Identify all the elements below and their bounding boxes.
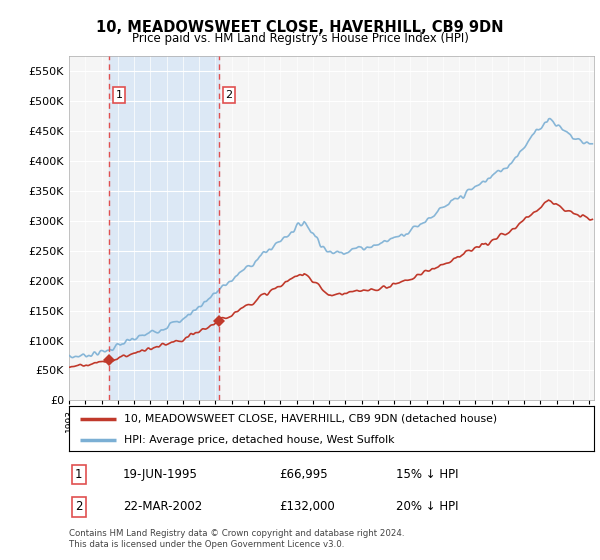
Text: 1: 1 xyxy=(116,90,122,100)
Text: 19-JUN-1995: 19-JUN-1995 xyxy=(123,468,198,481)
Text: 2: 2 xyxy=(226,90,232,100)
Bar xyxy=(109,56,219,400)
Text: Contains HM Land Registry data © Crown copyright and database right 2024.
This d: Contains HM Land Registry data © Crown c… xyxy=(69,529,404,549)
Text: 1: 1 xyxy=(75,468,83,481)
Text: 22-MAR-2002: 22-MAR-2002 xyxy=(123,500,202,514)
Text: Price paid vs. HM Land Registry's House Price Index (HPI): Price paid vs. HM Land Registry's House … xyxy=(131,32,469,45)
Text: £132,000: £132,000 xyxy=(279,500,335,514)
Text: 10, MEADOWSWEET CLOSE, HAVERHILL, CB9 9DN: 10, MEADOWSWEET CLOSE, HAVERHILL, CB9 9D… xyxy=(96,20,504,35)
Text: 20% ↓ HPI: 20% ↓ HPI xyxy=(396,500,458,514)
Text: 2: 2 xyxy=(75,500,83,514)
Text: 15% ↓ HPI: 15% ↓ HPI xyxy=(396,468,458,481)
Text: HPI: Average price, detached house, West Suffolk: HPI: Average price, detached house, West… xyxy=(124,435,395,445)
Text: £66,995: £66,995 xyxy=(279,468,328,481)
Text: 10, MEADOWSWEET CLOSE, HAVERHILL, CB9 9DN (detached house): 10, MEADOWSWEET CLOSE, HAVERHILL, CB9 9D… xyxy=(124,413,497,423)
